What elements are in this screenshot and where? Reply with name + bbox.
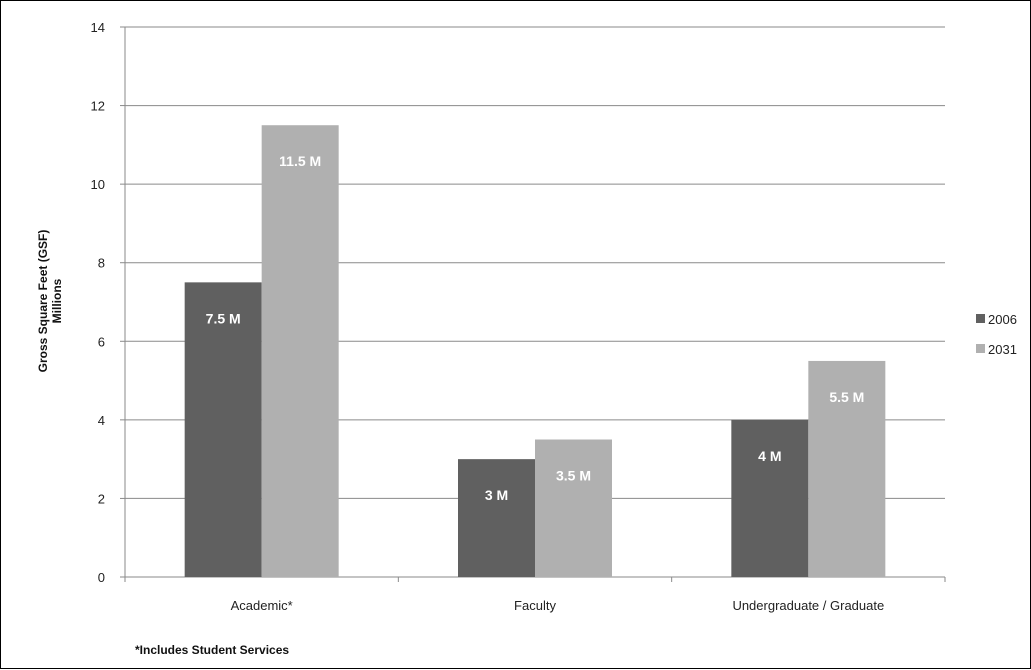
x-category-label: Faculty: [514, 598, 556, 613]
legend-swatch-2006: [976, 314, 985, 323]
legend-label-2031: 2031: [988, 342, 1017, 357]
bar-2006-0: [184, 282, 262, 577]
legend: 2006 2031: [976, 312, 1017, 357]
data-label: 3 M: [485, 487, 508, 503]
data-label: 4 M: [758, 448, 781, 464]
y-tick-label: 12: [91, 99, 105, 114]
x-category-label: Undergraduate / Graduate: [732, 598, 884, 613]
x-category-label: Academic*: [231, 598, 293, 613]
y-axis-title-line1: Gross Square Feet (GSF): [36, 230, 50, 373]
y-tick-label: 2: [98, 491, 105, 506]
y-axis-title: Gross Square Feet (GSF) Millions: [36, 230, 64, 373]
y-tick-label: 4: [98, 413, 105, 428]
data-label: 11.5 M: [279, 153, 321, 169]
y-tick-label: 8: [98, 256, 105, 271]
bar-2031-0: [261, 125, 339, 577]
y-tick-label: 10: [91, 177, 105, 192]
data-label: 3.5 M: [556, 468, 591, 484]
labels: 7.5 M 11.5 M Academic* 3 M 3.5 M Faculty 4 M 5.…: [206, 153, 885, 613]
legend-swatch-2031: [976, 344, 985, 353]
y-tick-label: 0: [98, 570, 105, 585]
bar-2031-2: [808, 360, 886, 577]
data-label: 5.5 M: [829, 389, 864, 405]
footnote: *Includes Student Services: [135, 643, 289, 657]
bar-2006-1: [458, 459, 535, 577]
y-axis-title-line2: Millions: [50, 278, 64, 323]
data-label: 7.5 M: [206, 310, 241, 326]
y-tick-label: 14: [91, 20, 105, 35]
legend-label-2006: 2006: [988, 312, 1017, 327]
bar-2006-2: [731, 419, 809, 577]
bar-2031-1: [535, 439, 612, 577]
bars: [184, 125, 886, 577]
y-tick-label: 6: [98, 334, 105, 349]
